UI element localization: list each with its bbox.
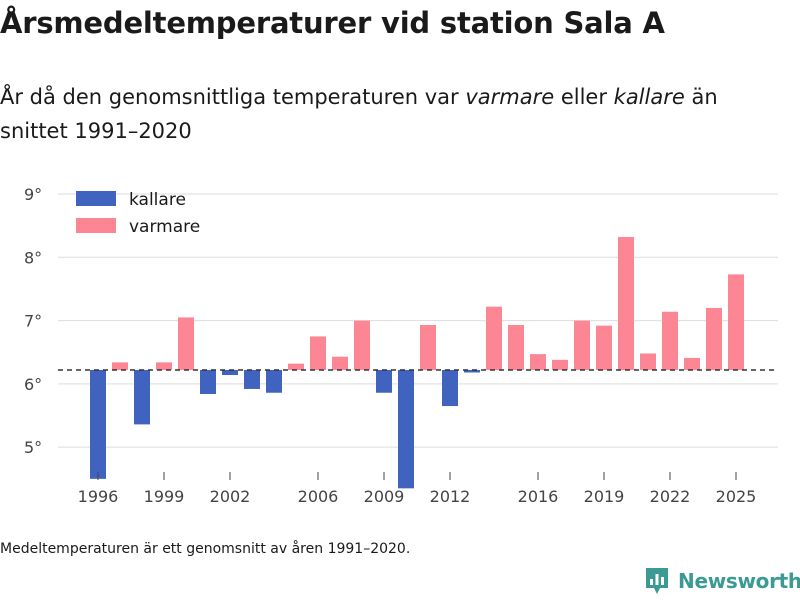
footnote: Medeltemperaturen är ett genomsnitt av å… xyxy=(0,541,411,557)
y-tick-label: 9° xyxy=(24,185,42,204)
legend-swatch-kallare xyxy=(76,191,116,206)
bar-warmer xyxy=(684,357,700,370)
bar-colder xyxy=(442,369,458,407)
bar-warmer xyxy=(156,362,172,370)
bar-warmer xyxy=(354,320,370,370)
brand-name: Newsworthy xyxy=(678,569,800,593)
bar-warmer xyxy=(662,311,678,370)
x-tick-label: 2012 xyxy=(430,487,471,506)
x-tick-label: 2019 xyxy=(584,487,625,506)
bar-warmer xyxy=(596,325,612,370)
bar-warmer xyxy=(332,356,348,370)
legend-label-varmare: varmare xyxy=(129,217,200,237)
newsworthy-logo-icon xyxy=(646,568,668,594)
bar-warmer xyxy=(288,363,304,370)
bar-warmer xyxy=(530,354,546,370)
bars xyxy=(90,237,744,489)
x-tick-label: 2025 xyxy=(716,487,757,506)
bar-colder xyxy=(134,369,150,425)
bar-warmer xyxy=(486,306,502,370)
legend: kallare varmare xyxy=(76,190,200,237)
chart-subtitle: År då den genomsnittliga temperaturen va… xyxy=(0,80,790,148)
bar-warmer xyxy=(508,325,524,370)
x-tick-label: 1999 xyxy=(144,487,185,506)
subtitle-text: eller xyxy=(554,85,614,109)
subtitle-text: än snittet 1991–2020 xyxy=(0,85,718,143)
x-tick-label: 2016 xyxy=(518,487,559,506)
bar-warmer xyxy=(552,359,568,370)
y-tick-label: 7° xyxy=(24,312,42,331)
bar-colder xyxy=(464,369,480,373)
legend-swatch-varmare xyxy=(76,218,116,233)
bar-warmer xyxy=(618,237,634,370)
subtitle-text: År då den genomsnittliga temperaturen va… xyxy=(0,85,466,109)
x-tick-label: 2006 xyxy=(298,487,339,506)
bar-warmer xyxy=(178,317,194,370)
bar-colder xyxy=(222,369,238,376)
bar-warmer xyxy=(574,320,590,370)
bar-warmer xyxy=(640,353,656,370)
chart-title: Årsmedeltemperaturer vid station Sala A xyxy=(0,6,665,40)
x-tick-label: 2022 xyxy=(650,487,691,506)
y-tick-label: 5° xyxy=(24,438,42,457)
brand-logo[interactable]: Newsworthy xyxy=(644,566,800,596)
bar-warmer xyxy=(706,307,722,370)
legend-label-kallare: kallare xyxy=(129,190,186,210)
bar-warmer xyxy=(420,325,436,370)
x-axis: 1996 1999 2002 2006 2009 2012 2016 2019 2022 2025 xyxy=(78,472,757,506)
y-tick-label: 6° xyxy=(24,375,42,394)
bar-colder xyxy=(90,369,106,479)
x-tick-label: 1996 xyxy=(78,487,119,506)
bar-colder xyxy=(398,369,414,489)
subtitle-cold-word: kallare xyxy=(613,85,685,109)
subtitle-warm-word: varmare xyxy=(465,85,555,109)
bar-chart: 5° 6° 7° 8° 9° 1996 1999 2002 2006 2009 2012 2016 2… xyxy=(24,185,778,506)
bar-colder xyxy=(376,369,392,393)
bar-colder xyxy=(200,369,216,395)
y-tick-label: 8° xyxy=(24,248,42,267)
bar-warmer xyxy=(728,274,744,370)
bar-warmer xyxy=(112,362,128,370)
bar-colder xyxy=(266,369,282,393)
bar-colder xyxy=(244,369,260,389)
bar-warmer xyxy=(310,336,326,370)
x-tick-label: 2002 xyxy=(210,487,251,506)
x-tick-label: 2009 xyxy=(364,487,405,506)
